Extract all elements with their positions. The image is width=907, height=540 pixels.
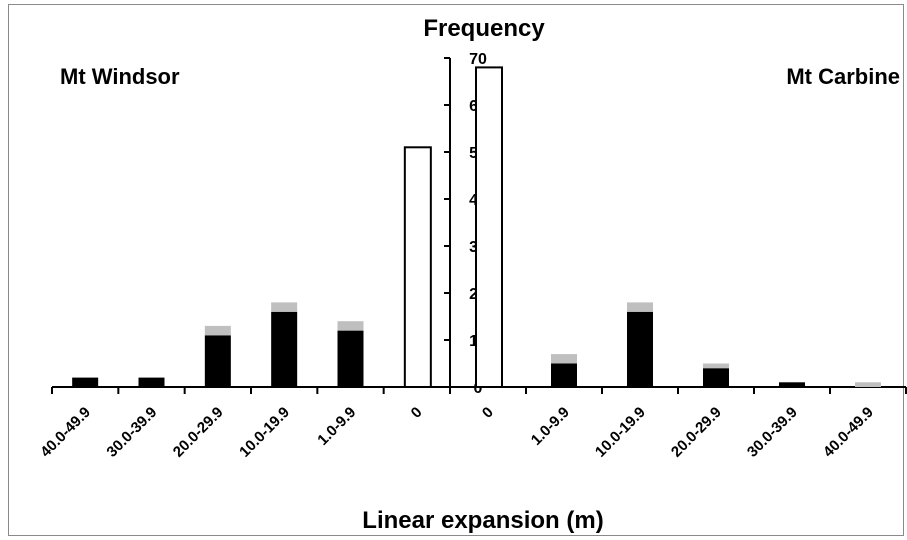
x-tick-label: 10.0-19.9 xyxy=(592,404,649,461)
bar-black xyxy=(138,377,165,387)
x-tick-label: 0 xyxy=(408,404,426,422)
x-tick-label: 20.0-29.9 xyxy=(668,404,725,461)
chart-title: Frequency xyxy=(423,15,545,42)
bar-grey xyxy=(271,302,298,312)
bar-black xyxy=(779,382,805,387)
y-tick-label: 70 xyxy=(469,51,487,68)
chart-marks: 01020304050607040.0-49.930.0-39.920.0-29… xyxy=(37,51,907,461)
bar-grey xyxy=(855,382,881,387)
bar-grey xyxy=(627,302,653,312)
x-tick-label: 1.0-9.9 xyxy=(314,404,359,449)
bar-black xyxy=(703,368,729,387)
bar-grey xyxy=(703,363,729,369)
bar-black xyxy=(627,311,653,387)
bar-white xyxy=(475,66,503,389)
x-tick-label: 0 xyxy=(479,404,497,422)
bar-grey xyxy=(204,325,231,336)
x-tick-label: 40.0-49.9 xyxy=(820,404,877,461)
bar-grey xyxy=(551,354,577,364)
bar-black xyxy=(337,330,364,387)
bar-black xyxy=(204,335,231,387)
bar-grey xyxy=(337,321,364,331)
bar-black xyxy=(271,311,298,387)
x-tick-label: 40.0-49.9 xyxy=(37,404,94,461)
x-tick-label: 10.0-19.9 xyxy=(236,404,293,461)
chart-frame xyxy=(8,4,904,536)
bar-black xyxy=(551,363,577,387)
panel-label-mt-carbine: Mt Carbine xyxy=(786,64,900,89)
x-tick-label: 30.0-39.9 xyxy=(744,404,801,461)
bar-black xyxy=(72,377,99,387)
x-tick-label: 1.0-9.9 xyxy=(528,404,573,449)
panel-label-mt-windsor: Mt Windsor xyxy=(60,64,180,89)
x-axis-label: Linear expansion (m) xyxy=(362,507,603,534)
x-tick-label: 20.0-29.9 xyxy=(170,404,227,461)
bar-white xyxy=(403,146,432,388)
y-tick-label: 0 xyxy=(474,380,483,397)
x-tick-label: 30.0-39.9 xyxy=(103,404,160,461)
